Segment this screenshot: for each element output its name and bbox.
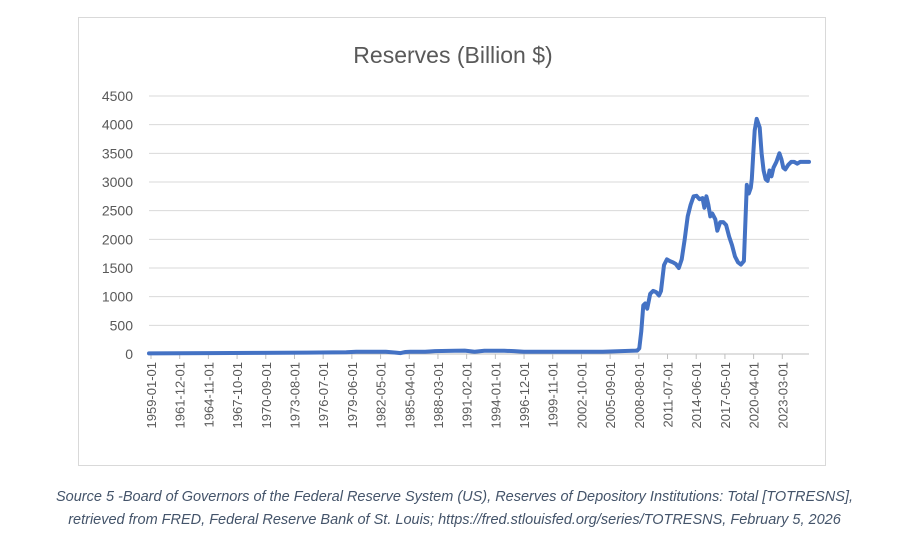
gridlines	[149, 95, 809, 359]
chart-title: Reserves (Billion $)	[353, 42, 552, 68]
x-tick-label: 1991-02-01	[460, 362, 475, 429]
x-tick-label: 1982-05-01	[374, 362, 389, 429]
x-tick-label: 2023-03-01	[775, 362, 790, 429]
y-tick-label: 1000	[102, 289, 133, 305]
x-tick-label: 1985-04-01	[402, 362, 417, 429]
x-tick-label: 1994-01-01	[488, 362, 503, 429]
y-tick-label: 4500	[102, 88, 133, 104]
x-tick-label: 1973-08-01	[287, 362, 302, 429]
source-caption-line-2: retrieved from FRED, Federal Reserve Ban…	[68, 512, 841, 528]
x-tick-label: 2008-08-01	[632, 362, 647, 429]
reserves-line-chart: Reserves (Billion $) 0 500 1000 1500 2000 250…	[102, 42, 811, 429]
y-tick-label: 2000	[102, 231, 133, 247]
x-tick-label: 2020-04-01	[747, 362, 762, 429]
chart-frame: Reserves (Billion $) 0 500 1000 1500 2000 250…	[78, 17, 826, 466]
x-tick-label: 1988-03-01	[431, 362, 446, 429]
x-tick-label: 2017-05-01	[718, 362, 733, 429]
x-tick-label: 1959-01-01	[144, 362, 159, 429]
x-tick-label: 2002-10-01	[574, 362, 589, 429]
x-tick-label: 1996-12-01	[517, 362, 532, 429]
x-tick-label: 1970-09-01	[259, 362, 274, 429]
x-tick-label: 1961-12-01	[173, 362, 188, 429]
x-tick-label: 1976-07-01	[316, 362, 331, 429]
x-tick-label: 1999-11-01	[546, 362, 561, 428]
y-tick-label: 3500	[102, 145, 133, 161]
x-tick-label: 2005-09-01	[603, 362, 618, 429]
series-layer	[147, 116, 811, 356]
x-axis-tick-labels: 1959-01-01 1961-12-01 1964-11-01 1967-10-01…	[144, 362, 790, 429]
x-tick-label: 2011-07-01	[661, 362, 676, 428]
source-caption-line-1: Source 5 -Board of Governors of the Fede…	[55, 489, 853, 505]
x-tick-label: 1967-10-01	[230, 362, 245, 429]
y-tick-label: 3000	[102, 174, 133, 190]
x-tick-label: 1964-11-01	[201, 362, 216, 428]
series-line-reserves	[147, 116, 811, 356]
y-tick-label: 1500	[102, 260, 133, 276]
x-tick-label: 1979-06-01	[345, 362, 360, 429]
y-tick-label: 4000	[102, 117, 133, 133]
y-tick-label: 2500	[102, 203, 133, 219]
x-tick-label: 2014-06-01	[689, 362, 704, 429]
y-tick-label: 500	[110, 317, 134, 333]
y-axis-tick-labels: 0 500 1000 1500 2000 2500 3000 3500 4000 4500	[102, 88, 133, 362]
y-tick-label: 0	[125, 346, 133, 362]
